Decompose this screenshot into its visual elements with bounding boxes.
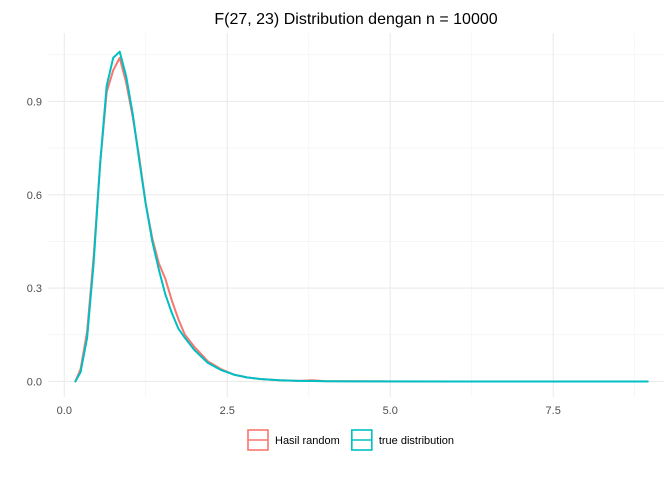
y-tick-label: 0.0 (27, 376, 42, 388)
axis-tick-labels: 0.0 2.5 5.0 7.5 0.0 0.3 0.6 0.9 (27, 96, 561, 417)
series-lines (74, 50, 649, 383)
series-line-2 (74, 50, 649, 383)
x-tick-label: 0.0 (57, 405, 72, 417)
y-tick-label: 0.9 (27, 96, 42, 108)
legend-item-1: Hasil random (247, 429, 340, 451)
x-tick-label: 2.5 (220, 405, 235, 417)
y-tick-label: 0.3 (27, 283, 42, 295)
chart-title: F(27, 23) Distribution dengan n = 10000 (214, 11, 497, 28)
x-tick-label: 7.5 (546, 405, 561, 417)
legend-label: true distribution (379, 435, 454, 447)
legend-item-2: true distribution (351, 429, 454, 451)
x-tick-label: 5.0 (383, 405, 398, 417)
legend: Hasil random true distribution (247, 429, 454, 451)
legend-label: Hasil random (275, 435, 340, 447)
y-tick-label: 0.6 (27, 190, 42, 202)
